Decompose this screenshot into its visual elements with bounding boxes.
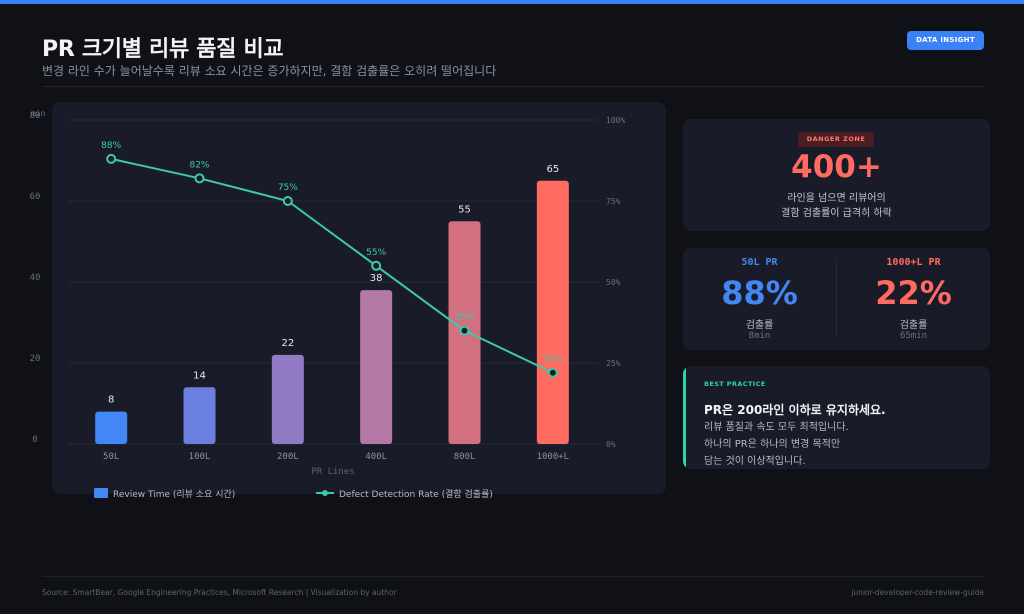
danger-zone-badge: DANGER ZONE [798, 132, 874, 147]
y-tick-label: 40 [30, 273, 41, 283]
bar-value-label: 8 [108, 395, 114, 406]
detection-rate-point [106, 153, 117, 164]
bar-value-label: 22 [281, 338, 294, 349]
header-divider [42, 86, 984, 87]
bar [95, 411, 128, 444]
bar [183, 387, 216, 444]
bar-value-label: 55 [458, 204, 471, 215]
legend-line-marker [322, 490, 328, 496]
bar-value-label: 14 [193, 370, 206, 381]
y-tick-label: 60 [30, 192, 41, 202]
detection-rate-label: 22% [543, 355, 563, 365]
danger-zone-value: 400+ [791, 149, 882, 185]
y-axis-label: min [31, 109, 46, 118]
x-tick-label: 800L [454, 452, 476, 462]
danger-zone-description: 라인을 넘으면 리뷰어의 결함 검출률이 급격히 하락 [781, 193, 892, 219]
legend-bar-swatch [94, 488, 108, 498]
large-pr-value: 22% [875, 274, 952, 312]
legend-bar-label: Review Time (리뷰 소요 시간) [113, 489, 235, 500]
comparison-divider [836, 262, 837, 336]
detection-rate-label: 82% [189, 160, 209, 170]
detection-rate-label: 35% [454, 313, 474, 323]
small-pr-stat: 50L PR 88% 검출률 8min [683, 248, 836, 350]
detection-rate-label: 75% [278, 183, 298, 193]
small-pr-label: 50L PR [741, 257, 778, 268]
bar [360, 290, 393, 444]
top-accent-bar [0, 0, 1024, 4]
detection-rate-point [282, 196, 293, 206]
x-tick-label: 100L [189, 452, 211, 462]
detection-rate-point [459, 325, 470, 336]
page-title: PR 크기별 리뷰 품질 비교 [42, 37, 284, 62]
best-practice-accent [683, 366, 686, 469]
y2-tick-label: 75% [606, 197, 621, 206]
comparison-card: 50L PR 88% 검출률 8min 1000+L PR 22% 검출률 65… [683, 248, 990, 350]
small-pr-time: 8min [748, 331, 771, 341]
danger-zone-card: DANGER ZONE 400+ 라인을 넘으면 리뷰어의 결함 검출률이 급격… [683, 119, 990, 231]
legend-line-label: Defect Detection Rate (결함 검출률) [339, 488, 493, 500]
small-pr-metric: 검출률 [745, 320, 774, 331]
detection-rate-point [547, 367, 558, 378]
y-tick-label: 20 [30, 354, 41, 364]
y2-tick-label: 25% [606, 359, 621, 368]
x-axis-label: PR Lines [311, 467, 354, 477]
page-subtitle: 변경 라인 수가 늘어날수록 리뷰 소요 시간은 증가하지만, 결함 검출률은 … [42, 64, 497, 78]
bar [536, 180, 569, 444]
detection-rate-point [194, 173, 205, 184]
x-tick-label: 400L [365, 452, 387, 462]
bar [271, 354, 304, 444]
y2-tick-label: 50% [606, 278, 621, 287]
detection-rate-label: 55% [366, 248, 386, 258]
detection-rate-line [110, 157, 554, 374]
footer-divider [42, 576, 984, 577]
large-pr-label: 1000+L PR [886, 257, 941, 268]
footer-source: Source: SmartBear, Google Engineering Pr… [42, 588, 397, 597]
detection-rate-label: 88% [101, 141, 121, 151]
large-pr-time: 65min [899, 331, 928, 341]
bar-value-label: 65 [546, 164, 559, 175]
bar-value-label: 38 [370, 273, 383, 284]
best-practice-title: PR은 200라인 이하로 유지하세요. [704, 403, 886, 417]
best-practice-body: 리뷰 품질과 속도 모두 최적입니다. 하나의 PR은 하나의 변경 목적만 담… [704, 422, 849, 467]
best-practice-card: BEST PRACTICE PR은 200라인 이하로 유지하세요. 리뷰 품질… [683, 366, 990, 469]
detection-rate-point [371, 260, 382, 271]
y2-tick-label: 100% [606, 116, 625, 125]
footer-repo: junior-developer-code-review-guide [851, 588, 984, 597]
x-tick-label: 50L [103, 452, 119, 462]
best-practice-tag: BEST PRACTICE [704, 380, 766, 388]
x-tick-label: 1000+L [537, 452, 570, 462]
y-tick-label: 80 [30, 111, 41, 121]
data-insight-badge: DATA INSIGHT [907, 31, 984, 50]
y2-tick-label: 0% [606, 440, 616, 449]
small-pr-value: 88% [721, 274, 798, 312]
y-tick-label: 0 [32, 435, 37, 445]
x-tick-label: 200L [277, 452, 299, 462]
large-pr-stat: 1000+L PR 22% 검출률 65min [837, 248, 990, 350]
large-pr-metric: 검출률 [899, 320, 928, 331]
